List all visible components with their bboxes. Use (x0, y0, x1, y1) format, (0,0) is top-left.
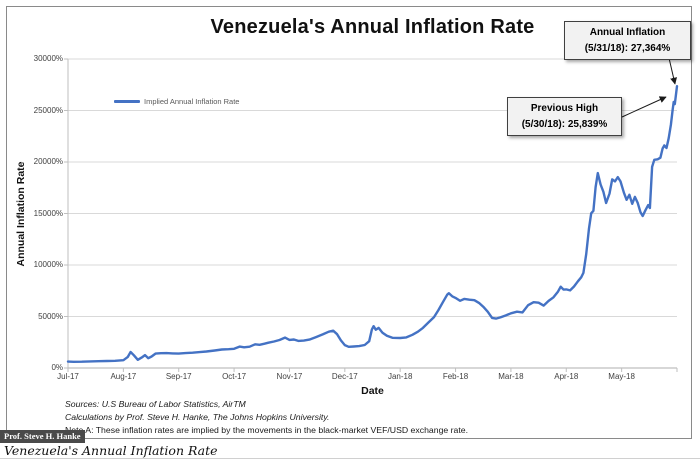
figure-caption: Venezuela's Annual Inflation Rate (4, 443, 218, 458)
implied-inflation-line (66, 84, 679, 363)
y-axis-title: Annual Inflation Rate (15, 161, 27, 267)
x-tick-label: Sep-17 (165, 372, 192, 381)
x-tick-label: Jan-18 (387, 372, 413, 381)
annotation-annual-inflation: Annual Inflation (5/31/18): 27,364% (564, 21, 691, 60)
annotation-previous-high-title: Previous High (530, 103, 599, 114)
y-tick-label: 5000% (38, 311, 63, 321)
x-tick-label: Nov-17 (276, 372, 303, 381)
chart-title: Venezuela's Annual Inflation Rate (210, 16, 535, 38)
legend-line-swatch-icon (114, 100, 140, 103)
y-tick-label: 0% (51, 363, 63, 372)
annotation-previous-high-value: (5/30/18): 25,839% (521, 118, 608, 130)
author-badge: Prof. Steve H. Hanke (0, 430, 85, 443)
x-tick-label: Jul-17 (57, 372, 79, 381)
annotation-annual-inflation-title: Annual Inflation (589, 27, 666, 38)
footnote-calculations: Calculations by Prof. Steve H. Hanke, Th… (65, 412, 330, 422)
legend-label: Implied Annual Inflation Rate (144, 97, 240, 106)
y-tick-label: 25000% (33, 105, 63, 115)
annotation-arrow-previous-high (621, 96, 667, 118)
x-tick-label: Feb-18 (442, 372, 469, 381)
x-tick-label: May-18 (608, 372, 635, 381)
x-tick-label: Aug-17 (110, 372, 137, 381)
x-tick-label: Apr-18 (554, 372, 579, 381)
footnote-note-a: Note A: These inflation rates are implie… (65, 425, 469, 435)
y-tick-label: 20000% (33, 157, 63, 166)
bottom-divider (0, 458, 700, 459)
x-axis-title: Date (361, 385, 384, 397)
annotation-previous-high: Previous High (5/30/18): 25,839% (507, 97, 622, 136)
legend: Implied Annual Inflation Rate (114, 97, 239, 106)
y-tick-label: 30000% (33, 54, 63, 63)
annotation-arrow-annual-inflation (668, 57, 677, 85)
annotation-annual-inflation-value: (5/31/18): 27,364% (584, 42, 671, 54)
x-tick-label: Dec-17 (331, 372, 358, 381)
x-tick-label: Mar-18 (498, 372, 524, 381)
footnote-sources: Sources: U.S Bureau of Labor Statistics,… (65, 399, 246, 409)
y-tick-label: 15000% (33, 208, 63, 218)
y-tick-label: 10000% (33, 260, 63, 269)
chart-frame (6, 6, 692, 439)
x-tick-label: Oct-17 (222, 372, 247, 381)
